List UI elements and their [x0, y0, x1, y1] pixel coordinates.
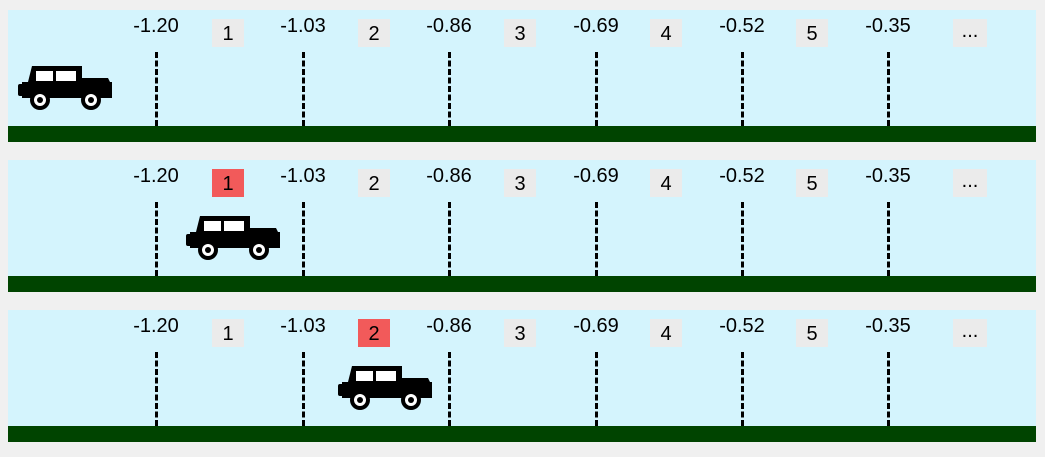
step-badge: 3	[504, 319, 536, 347]
marker-dashed-line	[302, 352, 305, 426]
panel-2: -1.20 -1.03 -0.86 -0.69 -0.52 -0.35 1 2 3 4 5...	[8, 160, 1036, 292]
marker-dashed-line	[448, 52, 451, 126]
marker-dashed-line	[302, 52, 305, 126]
marker-label: -0.52	[719, 315, 765, 337]
marker-label: -0.86	[426, 165, 472, 187]
marker-dashed-line	[448, 202, 451, 276]
marker-dashed-line	[887, 52, 890, 126]
marker-label: -0.86	[426, 15, 472, 37]
marker-label: -0.52	[719, 15, 765, 37]
step-badge: 5	[796, 319, 828, 347]
jeep-icon	[18, 60, 113, 110]
marker-label: -0.52	[719, 165, 765, 187]
marker-dashed-line	[595, 352, 598, 426]
step-badge: 3	[504, 19, 536, 47]
marker-label: -0.69	[573, 165, 619, 187]
step-badge: 2	[358, 19, 390, 47]
marker-dashed-line	[741, 202, 744, 276]
marker-dashed-line	[741, 352, 744, 426]
panel-3: -1.20 -1.03 -0.86 -0.69 -0.52 -0.35 1 2 3 4 5...	[8, 310, 1036, 442]
step-badge: 2	[358, 319, 390, 347]
marker-label: -1.20	[133, 165, 179, 187]
marker-label: -0.69	[573, 315, 619, 337]
step-badge: 2	[358, 169, 390, 197]
marker-dashed-line	[595, 202, 598, 276]
marker-label: -1.20	[133, 315, 179, 337]
marker-label: -0.35	[865, 315, 911, 337]
marker-label: -1.03	[280, 315, 326, 337]
marker-label: -1.20	[133, 15, 179, 37]
step-badge: 4	[650, 319, 682, 347]
step-badge: 4	[650, 169, 682, 197]
ground	[8, 426, 1036, 442]
marker-label: -1.03	[280, 165, 326, 187]
panel-1: -1.20 -1.03 -0.86 -0.69 -0.52 -0.35 1 2 3 4 5...	[8, 10, 1036, 142]
marker-label: -0.69	[573, 15, 619, 37]
step-badge: 5	[796, 19, 828, 47]
marker-dashed-line	[741, 52, 744, 126]
ground	[8, 126, 1036, 142]
marker-label: -1.03	[280, 15, 326, 37]
step-badge: 3	[504, 169, 536, 197]
ground	[8, 276, 1036, 292]
marker-dashed-line	[448, 352, 451, 426]
more-steps-badge: ...	[953, 19, 987, 47]
marker-label: -0.35	[865, 15, 911, 37]
step-badge: 1	[212, 19, 244, 47]
jeep-icon	[338, 360, 433, 410]
step-badge: 4	[650, 19, 682, 47]
marker-label: -0.86	[426, 315, 472, 337]
marker-dashed-line	[155, 202, 158, 276]
step-badge: 1	[212, 169, 244, 197]
marker-dashed-line	[155, 52, 158, 126]
marker-label: -0.35	[865, 165, 911, 187]
marker-dashed-line	[155, 352, 158, 426]
step-badge: 1	[212, 319, 244, 347]
more-steps-badge: ...	[953, 319, 987, 347]
step-badge: 5	[796, 169, 828, 197]
marker-dashed-line	[595, 52, 598, 126]
marker-dashed-line	[887, 352, 890, 426]
marker-dashed-line	[887, 202, 890, 276]
marker-dashed-line	[302, 202, 305, 276]
jeep-icon	[186, 210, 281, 260]
more-steps-badge: ...	[953, 169, 987, 197]
